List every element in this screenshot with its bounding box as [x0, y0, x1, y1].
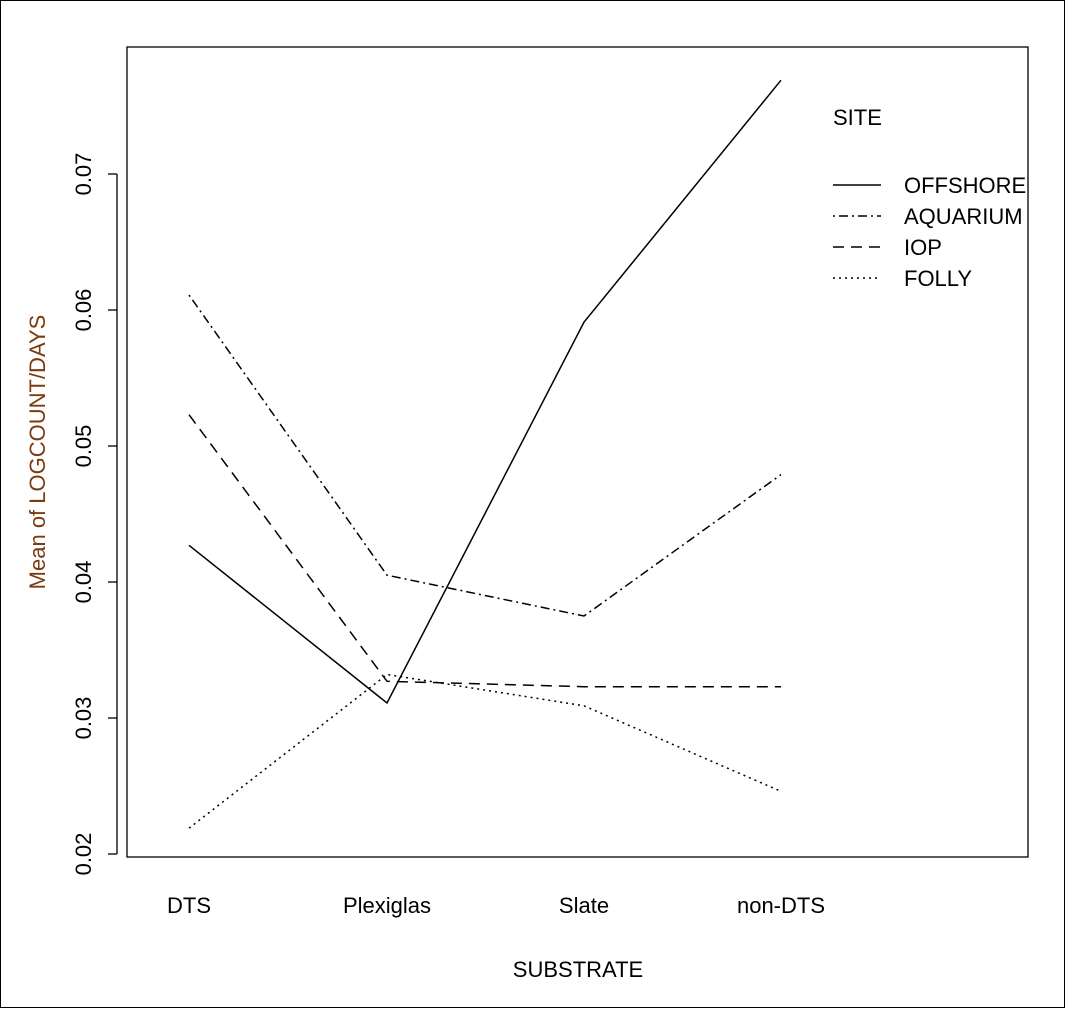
x-axis: DTS Plexiglas Slate non-DTS: [167, 893, 825, 918]
legend-label: OFFSHORE: [904, 173, 1026, 198]
plot-box: [126, 46, 1029, 858]
x-tick-label: Slate: [559, 893, 609, 918]
series-lines: [188, 79, 782, 829]
y-tick-label: 0.07: [71, 153, 96, 196]
y-tick-label: 0.05: [71, 425, 96, 468]
x-axis-title: SUBSTRATE: [513, 957, 643, 982]
y-tick-label: 0.06: [71, 289, 96, 332]
y-tick-label: 0.04: [71, 561, 96, 604]
series-line-aquarium: [188, 294, 782, 617]
x-tick-label: Plexiglas: [343, 893, 431, 918]
series-line-iop: [188, 414, 781, 688]
x-tick-label: non-DTS: [737, 893, 825, 918]
legend-label: IOP: [904, 235, 942, 260]
legend: SITE OFFSHORE AQUARIUM IOP FOLLY: [833, 105, 1026, 291]
legend-title: SITE: [833, 105, 882, 130]
series-line-folly: [188, 673, 782, 829]
x-tick-label: DTS: [167, 893, 211, 918]
legend-label: AQUARIUM: [904, 204, 1023, 229]
y-tick-label: 0.02: [71, 833, 96, 876]
legend-label: FOLLY: [904, 266, 972, 291]
y-axis-title: Mean of LOGCOUNT/DAYS: [25, 315, 50, 590]
y-tick-label: 0.03: [71, 697, 96, 740]
y-axis: 0.02 0.03 0.04 0.05 0.06 0.07: [71, 153, 118, 876]
series-line-offshore: [188, 79, 782, 705]
